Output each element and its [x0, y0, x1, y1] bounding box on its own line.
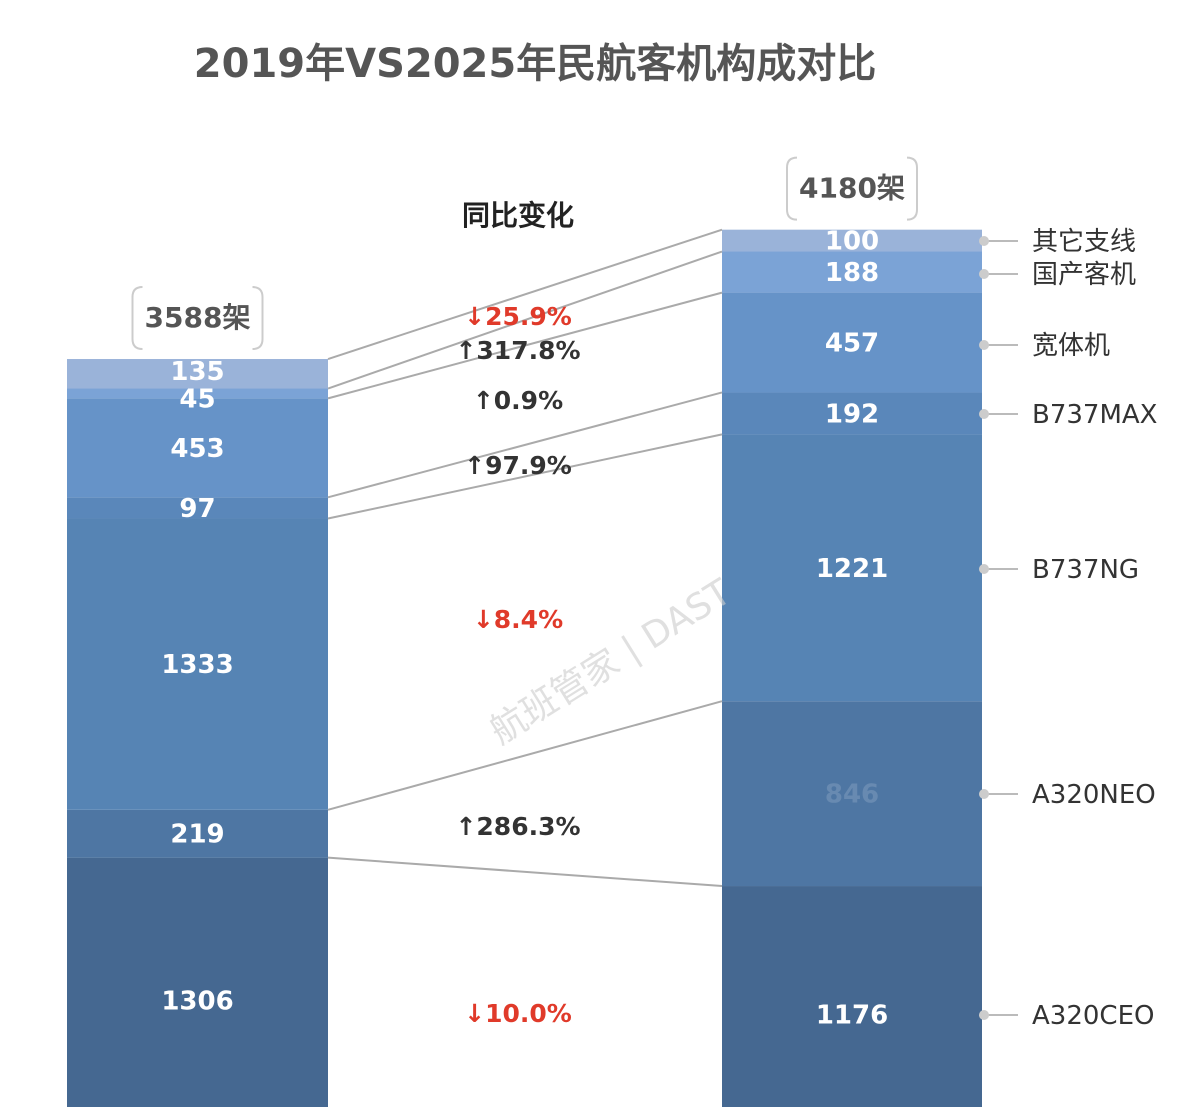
- value-label: 100: [825, 227, 879, 257]
- category-label: 宽体机: [1032, 331, 1110, 361]
- bar-segment: [722, 434, 982, 702]
- category-label: 其它支线: [1032, 227, 1136, 257]
- connector-line: [327, 433, 723, 520]
- chart-subtitle: 同比变化: [462, 199, 574, 232]
- bar-segment: [67, 388, 328, 399]
- bar-segment: [722, 251, 982, 293]
- value-label: 219: [170, 820, 224, 850]
- category-label: B737NG: [1032, 555, 1139, 585]
- category-label: 国产客机: [1032, 260, 1136, 290]
- bar-segment: [67, 398, 328, 498]
- bar-segment: [722, 292, 982, 393]
- value-label: 453: [170, 434, 224, 464]
- value-label: 457: [825, 329, 879, 359]
- change-label: ↑97.9%: [464, 451, 572, 480]
- connector-line: [327, 391, 723, 499]
- change-label: ↑286.3%: [455, 812, 580, 841]
- category-label: A320NEO: [1032, 780, 1156, 810]
- watermark: 航班管家 | DAST: [483, 571, 739, 752]
- value-label: 1306: [161, 986, 233, 1016]
- legend-dot: [979, 340, 989, 350]
- connector-line: [327, 700, 723, 811]
- value-label: 188: [825, 258, 879, 288]
- value-label: 1176: [816, 1001, 888, 1031]
- bar-segment: [722, 886, 982, 1107]
- connector-line: [327, 250, 723, 390]
- bar-segment: [722, 229, 982, 252]
- value-label: 45: [179, 384, 215, 414]
- value-label: 135: [170, 357, 224, 387]
- connector-line: [327, 856, 723, 888]
- value-label: 1221: [816, 554, 888, 584]
- bar-segment: [722, 392, 982, 435]
- legend-dot: [979, 564, 989, 574]
- value-label: 1333: [161, 650, 233, 680]
- legend-dot: [979, 409, 989, 419]
- value-label: 192: [825, 399, 879, 429]
- chart-title: 2019年VS2025年民航客机构成对比: [194, 41, 876, 87]
- change-label: ↓25.9%: [464, 302, 572, 331]
- bar-segment: [67, 497, 328, 519]
- connector-line: [327, 228, 723, 360]
- legend-dot: [979, 236, 989, 246]
- change-label: ↓10.0%: [464, 999, 572, 1028]
- connector-line: [327, 291, 723, 400]
- bar-segment: [722, 701, 982, 887]
- change-label: ↓8.4%: [473, 605, 563, 634]
- total-label: 4180架: [799, 172, 905, 205]
- change-label: ↑317.8%: [455, 336, 580, 365]
- category-label: A320CEO: [1032, 1001, 1154, 1031]
- change-label: ↑0.9%: [473, 386, 563, 415]
- total-bracket: [786, 156, 918, 221]
- total-label: 3588架: [145, 301, 251, 334]
- legend-dot: [979, 269, 989, 279]
- legend-dot: [979, 1010, 989, 1020]
- category-label: B737MAX: [1032, 400, 1158, 430]
- bar-segment: [67, 518, 328, 810]
- legend-dot: [979, 789, 989, 799]
- total-bracket: [131, 286, 264, 351]
- value-label: 97: [179, 494, 215, 524]
- bar-segment: [67, 857, 328, 1107]
- bar-segment: [67, 809, 328, 858]
- value-label: 846: [825, 780, 879, 810]
- bar-segment: [67, 359, 328, 389]
